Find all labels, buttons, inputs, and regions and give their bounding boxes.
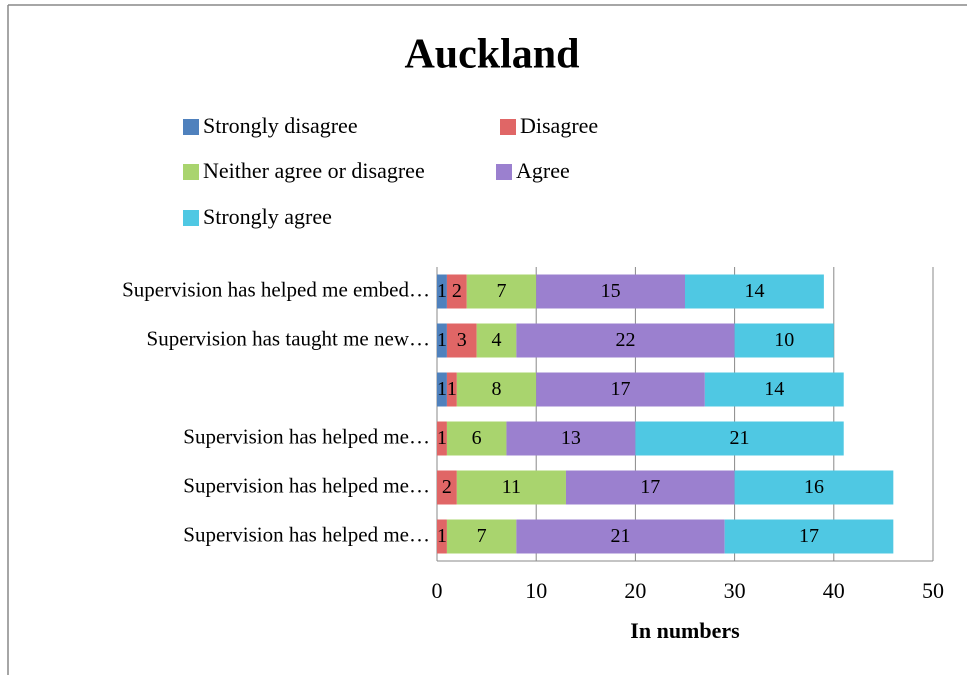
bar-segment — [446, 421, 507, 456]
data-label: 4 — [492, 329, 502, 351]
data-label: 11 — [502, 476, 521, 498]
data-label: 7 — [496, 280, 506, 302]
data-label: 21 — [611, 525, 631, 547]
legend-label: Strongly agree — [203, 204, 332, 229]
data-label: 22 — [615, 329, 635, 351]
legend-label: Disagree — [520, 113, 598, 138]
legend-swatch — [183, 119, 199, 135]
data-label: 1 — [447, 378, 457, 400]
data-label: 2 — [442, 476, 452, 498]
bar-segment — [437, 470, 457, 505]
y-tick-label: Supervision has helped me… — [183, 522, 430, 546]
legend-label: Agree — [516, 158, 570, 183]
legend-swatch — [500, 119, 516, 135]
y-tick-label: Supervision has helped me… — [183, 473, 430, 497]
bar-segment — [437, 519, 447, 554]
bar-segment — [685, 274, 824, 309]
bar-segment — [536, 372, 705, 407]
y-tick-label: Supervision has helped me embed… — [122, 277, 430, 301]
bar-segment — [704, 372, 844, 407]
bar-segment — [456, 470, 566, 505]
data-label: 1 — [437, 427, 447, 449]
bar-segment — [437, 274, 447, 309]
data-label: 1 — [437, 329, 447, 351]
data-label: 10 — [774, 329, 794, 351]
bar-segment — [506, 421, 636, 456]
x-tick-label: 20 — [624, 578, 646, 603]
bar-segment — [456, 372, 537, 407]
x-tick-label: 50 — [922, 578, 944, 603]
data-label: 17 — [640, 476, 660, 498]
bar-segment — [635, 421, 844, 456]
x-tick-label: 0 — [432, 578, 443, 603]
data-label: 15 — [601, 280, 621, 302]
data-label: 2 — [452, 280, 462, 302]
data-label: 13 — [561, 427, 581, 449]
bar-segment — [724, 519, 894, 554]
bar-segment — [437, 372, 447, 407]
data-label: 1 — [437, 378, 447, 400]
legend-label: Strongly disagree — [203, 113, 358, 138]
bar-segment — [516, 323, 735, 358]
bar-segment — [476, 323, 517, 358]
bar-segment — [437, 421, 447, 456]
legend-label: Neither agree or disagree — [203, 158, 425, 183]
data-label: 3 — [457, 329, 467, 351]
data-label: 14 — [764, 378, 784, 400]
x-tick-label: 10 — [525, 578, 547, 603]
data-label: 6 — [472, 427, 482, 449]
data-label: 8 — [492, 378, 502, 400]
legend-swatch — [183, 210, 199, 226]
bar-segment — [446, 323, 477, 358]
bar-segment — [734, 470, 894, 505]
bar-segment — [437, 323, 447, 358]
bar-segment — [446, 519, 517, 554]
x-axis-title: In numbers — [630, 618, 740, 643]
bar-segment — [516, 519, 725, 554]
bar-segment — [446, 274, 467, 309]
data-label: 21 — [730, 427, 750, 449]
y-tick-label: Supervision has helped me… — [183, 424, 430, 448]
data-label: 1 — [437, 280, 447, 302]
x-tick-label: 40 — [823, 578, 845, 603]
data-label: 7 — [477, 525, 487, 547]
data-label: 17 — [611, 378, 631, 400]
bar-segment — [466, 274, 537, 309]
y-tick-label: Supervision has taught me new… — [147, 326, 430, 350]
legend-swatch — [496, 164, 512, 180]
bar-segment — [565, 470, 735, 505]
chart-title: Auckland — [404, 32, 579, 78]
data-label: 17 — [799, 525, 819, 547]
data-label: 16 — [804, 476, 824, 498]
legend-swatch — [183, 164, 199, 180]
data-label: 1 — [437, 525, 447, 547]
bar-segment — [446, 372, 457, 407]
bar-segment — [734, 323, 834, 358]
bar-segment — [536, 274, 685, 309]
data-label: 14 — [744, 280, 764, 302]
x-tick-label: 30 — [724, 578, 746, 603]
